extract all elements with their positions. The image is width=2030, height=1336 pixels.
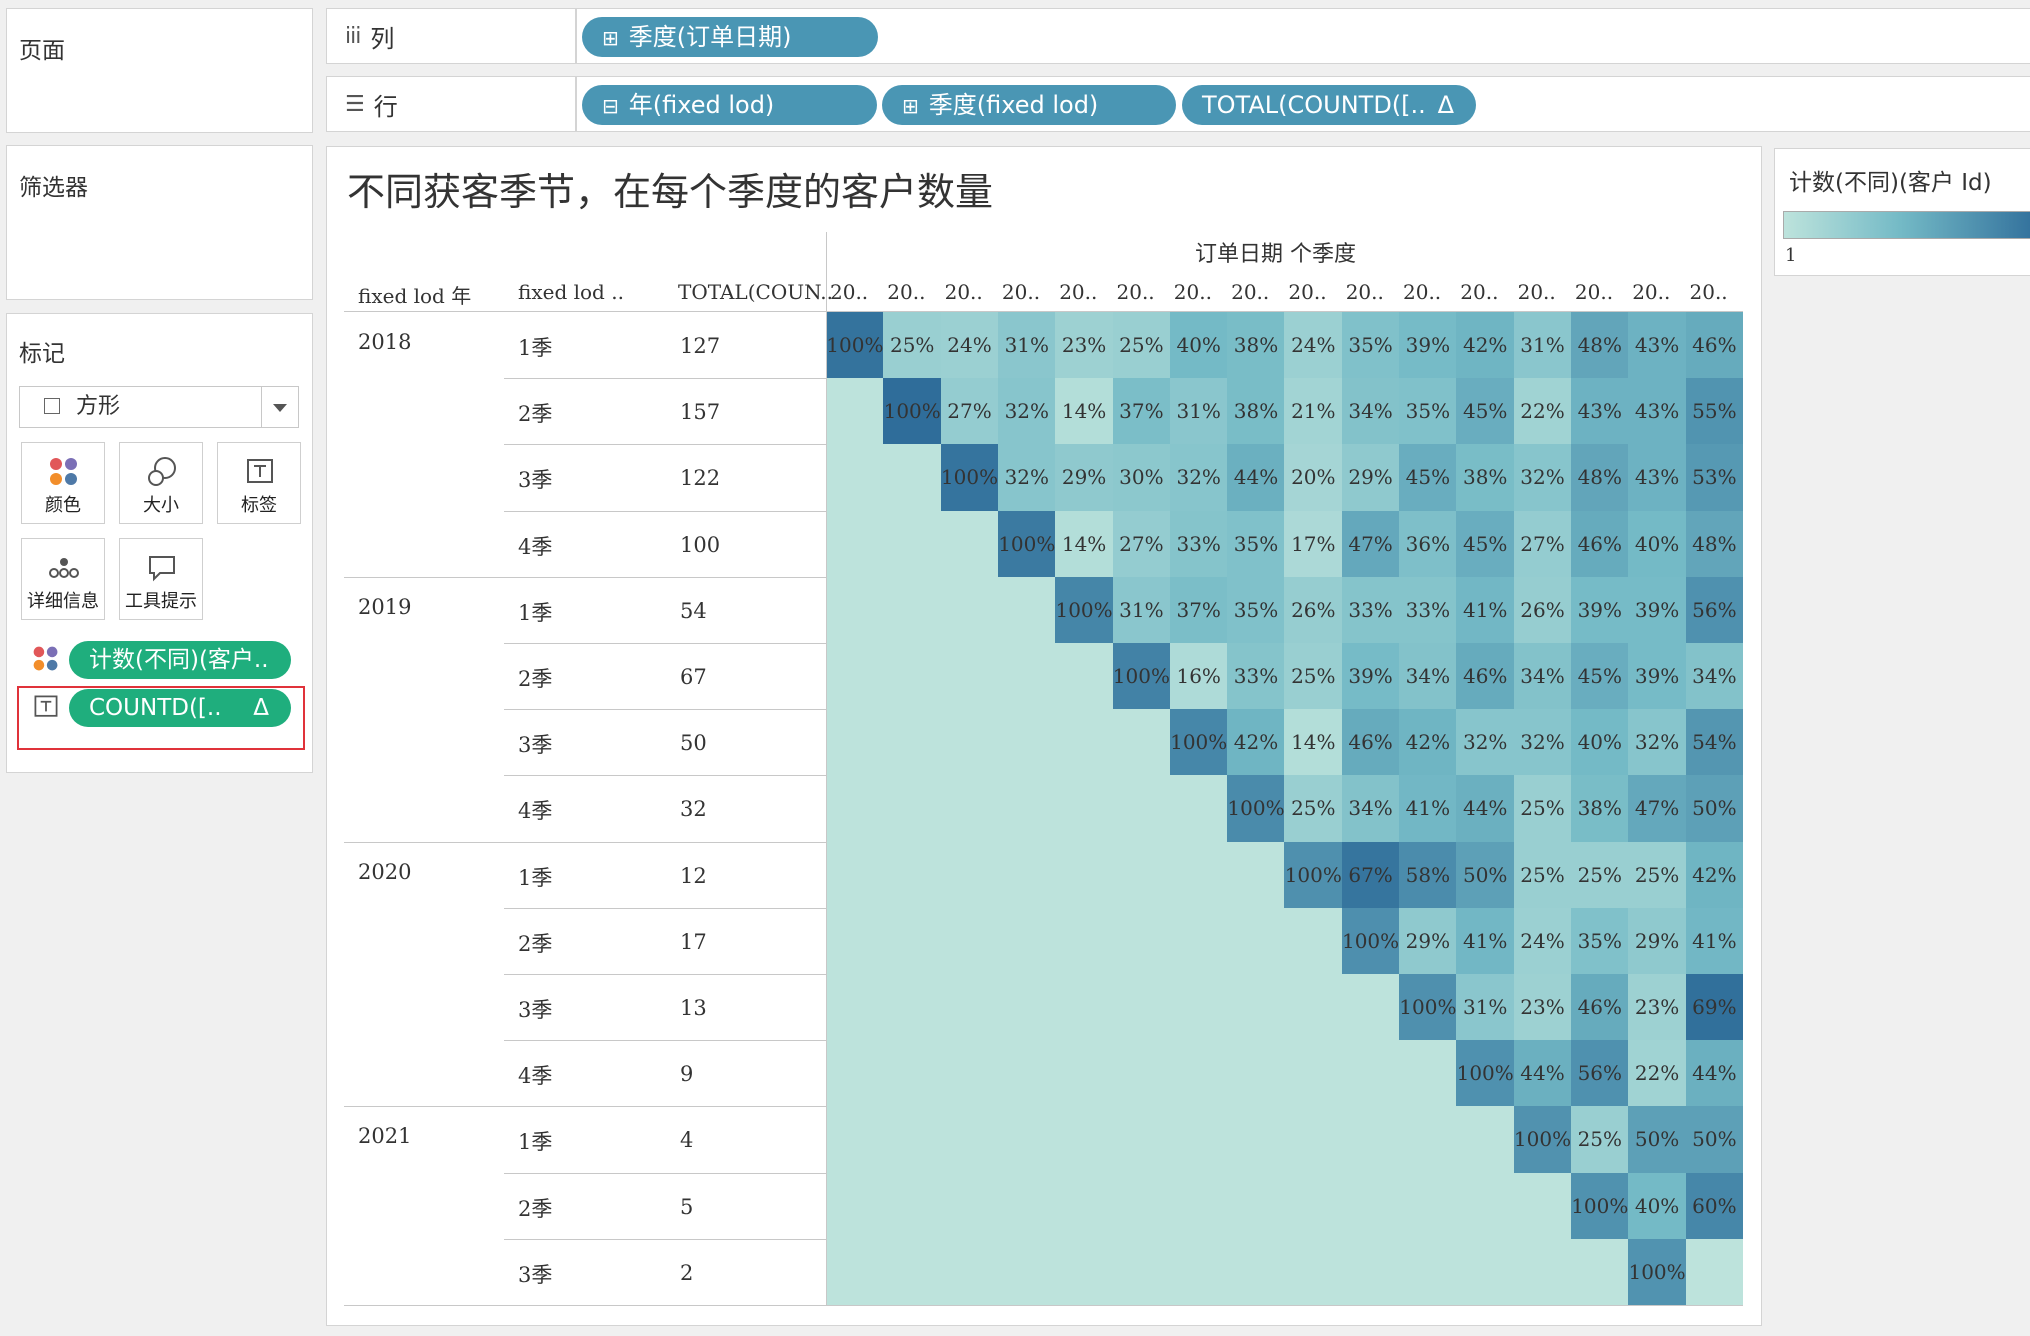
delta-icon: Δ (253, 695, 269, 721)
detail-icon (49, 558, 79, 578)
pill-text: TOTAL(COUNTD([.. (1202, 91, 1426, 119)
color-legend[interactable]: 计数(不同)(客户 Id) 1 (1774, 148, 2030, 276)
size-icon (148, 457, 176, 486)
size-button-label: 大小 (143, 495, 179, 516)
rows-label: 行 (373, 93, 398, 121)
tooltip-button[interactable]: 工具提示 (119, 538, 203, 620)
chevron-down-icon[interactable] (261, 387, 298, 427)
legend-min-label: 1 (1785, 245, 1797, 266)
pill-text: 年(fixed lod) (628, 91, 775, 119)
filters-panel[interactable]: 筛选器 (6, 145, 313, 300)
mark-type-label: 方形 (76, 394, 121, 419)
marks-panel: 标记 方形 颜色 大小 标签 详细信息 (6, 313, 313, 773)
expand-icon: ⊞ (602, 26, 619, 50)
tooltip-icon (149, 556, 175, 582)
color-field-text: 计数(不同)(客户.. (89, 647, 269, 673)
label-button[interactable]: 标签 (217, 442, 301, 524)
label-icon (247, 459, 273, 483)
pill-text: 季度(订单日期) (628, 23, 792, 51)
color-icon (50, 458, 77, 485)
color-field-pill[interactable]: 计数(不同)(客户.. (69, 641, 291, 679)
rows-pill-total-countd[interactable]: TOTAL(COUNTD([.. Δ (1182, 85, 1476, 125)
label-icon (34, 695, 58, 717)
columns-label: 列 (370, 25, 395, 53)
color-button[interactable]: 颜色 (21, 442, 105, 524)
expand-icon: ⊞ (902, 94, 919, 118)
delta-icon: Δ (1437, 91, 1454, 119)
mark-type-dropdown[interactable]: 方形 (19, 386, 299, 428)
pill-text: 季度(fixed lod) (928, 91, 1099, 119)
marks-title: 标记 (19, 341, 65, 367)
detail-button[interactable]: 详细信息 (21, 538, 105, 620)
size-button[interactable]: 大小 (119, 442, 203, 524)
label-button-label: 标签 (241, 495, 277, 516)
legend-color-ramp (1783, 211, 2030, 239)
detail-button-label: 详细信息 (27, 591, 99, 612)
columns-icon: iii (345, 24, 361, 49)
legend-title: 计数(不同)(客户 Id) (1789, 170, 1992, 196)
columns-pill-quarter-order-date[interactable]: ⊞ 季度(订单日期) (582, 17, 878, 57)
columns-shelf-label-box: iii 列 (326, 8, 576, 64)
pages-title: 页面 (19, 38, 65, 64)
rows-icon: ☰ (345, 92, 365, 117)
label-field-text: COUNTD([.. (89, 695, 222, 721)
filters-title: 筛选器 (19, 175, 88, 201)
color-icon (33, 646, 58, 671)
highlight-box (17, 686, 305, 750)
label-field-pill[interactable]: COUNTD([.. Δ (69, 689, 291, 727)
rows-shelf-label-box: ☰ 行 (326, 76, 576, 132)
rows-pill-year-fixed-lod[interactable]: ⊟ 年(fixed lod) (582, 85, 877, 125)
pages-panel[interactable]: 页面 (6, 8, 313, 133)
viz-title: 不同获客季节，在每个季度的客户数量 (347, 170, 994, 214)
rows-pill-quarter-fixed-lod[interactable]: ⊞ 季度(fixed lod) (882, 85, 1176, 125)
collapse-icon: ⊟ (602, 94, 619, 118)
tooltip-button-label: 工具提示 (125, 591, 197, 612)
square-mark-icon (44, 398, 60, 414)
color-button-label: 颜色 (45, 495, 81, 516)
viz-panel: 不同获客季节，在每个季度的客户数量 (326, 146, 1762, 1326)
